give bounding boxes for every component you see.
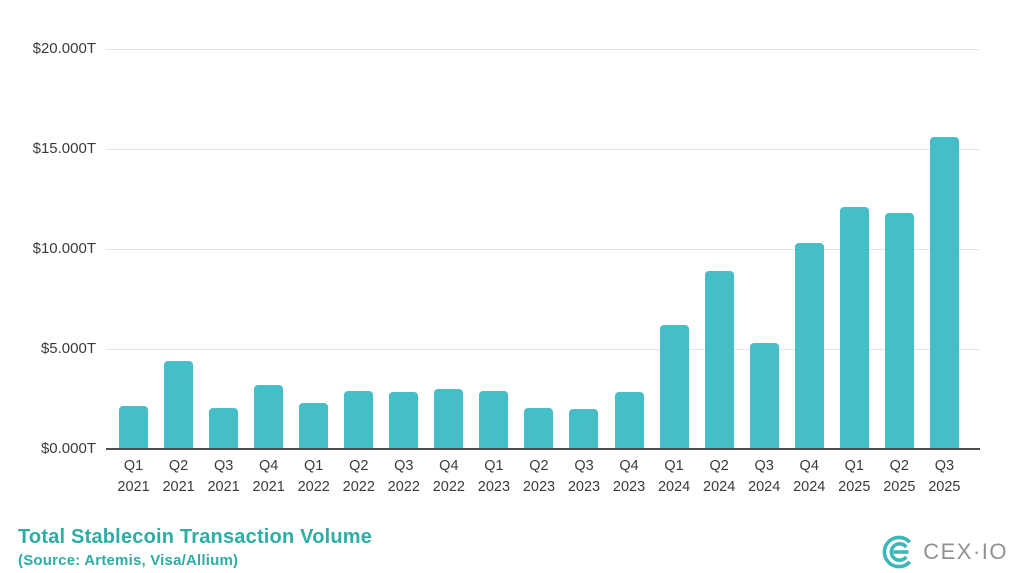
x-axis-label: Q2 2024 (703, 458, 736, 495)
bar (839, 207, 869, 449)
x-axis-label: Q2 2022 (342, 458, 375, 495)
gridline (106, 349, 980, 350)
cexio-logo-icon (880, 534, 916, 570)
x-axis-label: Q4 2022 (432, 458, 465, 495)
bar (209, 408, 239, 449)
bar-column (516, 49, 561, 449)
bar (569, 409, 599, 449)
bar (254, 385, 284, 449)
y-axis-tick-label: $5.000T (40, 340, 96, 357)
bar (389, 392, 419, 449)
bar (119, 406, 149, 449)
x-axis-label: Q1 2021 (117, 458, 150, 495)
x-axis-baseline (106, 448, 980, 450)
bar-column (111, 49, 156, 449)
bar (704, 271, 734, 449)
bar (524, 408, 554, 449)
x-axis-label: Q1 2025 (838, 458, 871, 495)
bar (299, 403, 329, 449)
bar-column (201, 49, 246, 449)
x-axis-label: Q4 2024 (793, 458, 826, 495)
chart-source-subtitle: (Source: Artemis, Visa/Allium) (18, 552, 239, 569)
bar (794, 243, 824, 449)
x-axis: Q1 2021 Q2 2021 Q3 2021 Q4 2021 Q1 2022 Q2 2022 Q3 20… (111, 456, 967, 498)
bar (749, 343, 779, 449)
gridline (106, 249, 980, 250)
bar-column (471, 49, 516, 449)
x-axis-label: Q2 2021 (162, 458, 195, 495)
bar (164, 361, 194, 449)
cexio-logo: CEX·IO (880, 534, 1008, 570)
bar-column (922, 49, 967, 449)
bar (479, 391, 509, 449)
x-axis-label: Q3 2023 (567, 458, 601, 495)
bar-column (336, 49, 381, 449)
x-axis-label: Q1 2023 (477, 458, 511, 495)
chart-title: Total Stablecoin Transaction Volume (18, 526, 373, 548)
bar-column (426, 49, 471, 449)
x-axis-label: Q3 2024 (748, 458, 781, 495)
y-axis-tick-label: $15.000T (32, 140, 96, 157)
y-axis-tick-label: $0.000T (40, 440, 96, 457)
bar-column (561, 49, 606, 449)
x-axis-label: Q4 2021 (252, 458, 285, 495)
x-axis-label: Q3 2025 (928, 458, 961, 495)
bar (344, 391, 374, 449)
gridline (106, 49, 980, 50)
x-axis-label: Q1 2022 (297, 458, 330, 495)
bar-column (877, 49, 922, 449)
bar-column (607, 49, 652, 449)
bar-column (246, 49, 291, 449)
bar-column (832, 49, 877, 449)
bar-column (381, 49, 426, 449)
y-axis-tick-label: $20.000T (32, 40, 96, 57)
bar-column (697, 49, 742, 449)
bar-column (156, 49, 201, 449)
bar (884, 213, 914, 449)
cexio-logo-text: CEX·IO (923, 539, 1008, 564)
bar-column (652, 49, 697, 449)
y-axis-tick-label: $10.000T (32, 240, 96, 257)
x-axis-label: Q2 2023 (522, 458, 556, 495)
bars-plot-area (111, 49, 967, 449)
bar (929, 137, 959, 449)
bar (659, 325, 689, 449)
bar-column (291, 49, 336, 449)
x-axis-label: Q4 2023 (612, 458, 646, 495)
x-axis-label: Q1 2024 (657, 458, 691, 495)
bar (614, 392, 644, 449)
gridline (106, 149, 980, 150)
x-axis-label: Q3 2021 (207, 458, 240, 495)
x-axis-label: Q3 2022 (387, 458, 420, 495)
chart-footer: Total Stablecoin Transaction Volume (Sou… (18, 526, 372, 569)
bar (434, 389, 464, 449)
bar-column (742, 49, 787, 449)
x-axis-label: Q2 2025 (883, 458, 916, 495)
bar-column (787, 49, 832, 449)
